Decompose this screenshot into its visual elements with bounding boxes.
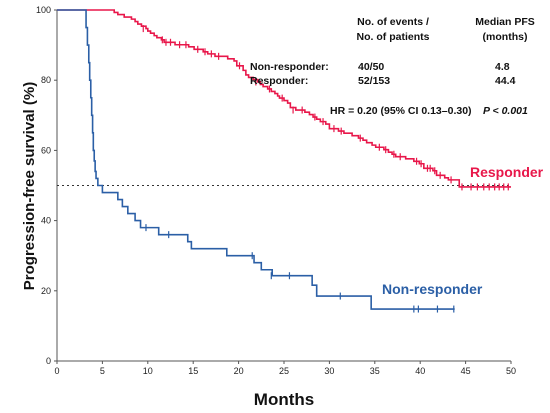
- row-nonresponder-events: 40/50: [358, 61, 384, 73]
- x-tick-label: 45: [461, 366, 471, 376]
- x-tick-label: 5: [100, 366, 105, 376]
- x-tick-label: 40: [415, 366, 425, 376]
- events-header-line2: No. of patients: [357, 31, 430, 43]
- x-tick-label: 30: [324, 366, 334, 376]
- row-nonresponder-median: 4.8: [495, 61, 510, 73]
- series-layer: [57, 9, 511, 313]
- y-axis-title: Progression-free survival (%): [21, 82, 38, 290]
- x-tick-label: 15: [188, 366, 198, 376]
- median-header-line2: (months): [483, 31, 528, 43]
- y-tick-label: 20: [41, 286, 51, 296]
- median-header-line1: Median PFS: [475, 16, 535, 28]
- x-tick-label: 25: [279, 366, 289, 376]
- axes: [54, 9, 512, 364]
- series-label-nonresponder: Non-responder: [382, 281, 483, 297]
- survival-curve-non-responder: [57, 9, 455, 310]
- x-tick-label: 35: [370, 366, 380, 376]
- p-value-text: P < 0.001: [483, 105, 528, 117]
- y-tick-label: 60: [41, 145, 51, 155]
- row-responder-events: 52/153: [358, 75, 390, 87]
- x-tick-label: 10: [143, 366, 153, 376]
- events-header-line1: No. of events /: [357, 16, 429, 28]
- y-tick-label: 0: [46, 356, 51, 366]
- hazard-ratio-text: HR = 0.20 (95% CI 0.13–0.30): [330, 105, 472, 117]
- row-responder-median: 44.4: [495, 75, 516, 87]
- row-nonresponder-label: Non-responder:: [250, 61, 329, 73]
- y-tick-label: 100: [36, 5, 51, 15]
- x-tick-label: 50: [506, 366, 516, 376]
- y-tick-label: 80: [41, 75, 51, 85]
- series-label-responder: Responder: [470, 164, 544, 180]
- x-tick-label: 20: [234, 366, 244, 376]
- tick-labels: 0 5 10 15 20 25 30 35 40 45 50 0 20 40 60 80 100: [36, 5, 516, 376]
- survival-curve-responder: [57, 9, 511, 188]
- row-responder-label: Responder:: [250, 75, 308, 87]
- x-tick-label: 0: [54, 366, 59, 376]
- y-tick-label: 40: [41, 216, 51, 226]
- x-axis-title: Months: [254, 390, 314, 409]
